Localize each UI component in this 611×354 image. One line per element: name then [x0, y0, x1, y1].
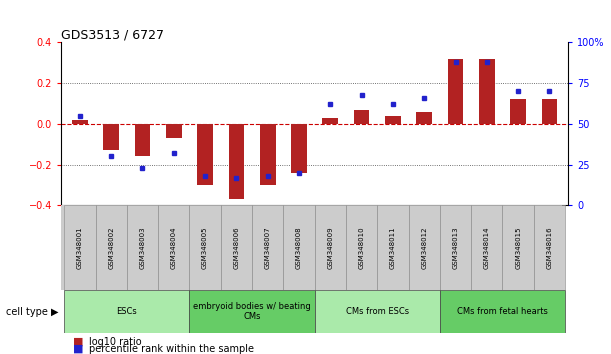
Text: ESCs: ESCs — [117, 307, 137, 316]
Bar — [502, 205, 534, 290]
Text: percentile rank within the sample: percentile rank within the sample — [89, 344, 254, 354]
Bar — [189, 290, 315, 333]
Bar — [291, 124, 307, 173]
Bar — [252, 205, 284, 290]
Text: GSM348008: GSM348008 — [296, 227, 302, 269]
Bar — [409, 205, 440, 290]
Bar — [479, 59, 495, 124]
Text: GSM348011: GSM348011 — [390, 227, 396, 269]
Bar — [64, 290, 189, 333]
Bar — [189, 205, 221, 290]
Text: CMs from fetal hearts: CMs from fetal hearts — [457, 307, 548, 316]
Bar — [385, 116, 401, 124]
Text: GSM348004: GSM348004 — [171, 227, 177, 269]
Text: CMs from ESCs: CMs from ESCs — [346, 307, 409, 316]
Text: GSM348014: GSM348014 — [484, 227, 490, 269]
Text: embryoid bodies w/ beating
CMs: embryoid bodies w/ beating CMs — [193, 302, 311, 321]
Bar — [197, 124, 213, 185]
Bar — [440, 205, 471, 290]
Bar — [103, 124, 119, 150]
Text: GSM348015: GSM348015 — [515, 227, 521, 269]
Text: GSM348013: GSM348013 — [453, 227, 458, 269]
Text: cell type ▶: cell type ▶ — [6, 307, 59, 316]
Bar — [166, 124, 181, 138]
Text: GSM348007: GSM348007 — [265, 227, 271, 269]
Bar — [440, 290, 565, 333]
Bar — [417, 112, 432, 124]
Text: GSM348005: GSM348005 — [202, 227, 208, 269]
Bar — [221, 205, 252, 290]
Bar — [72, 120, 88, 124]
Text: GSM348003: GSM348003 — [139, 227, 145, 269]
Bar — [534, 205, 565, 290]
Text: ■: ■ — [73, 344, 84, 354]
Bar — [315, 290, 440, 333]
Bar — [127, 205, 158, 290]
Bar — [134, 124, 150, 156]
Text: log10 ratio: log10 ratio — [89, 337, 141, 347]
Text: GSM348016: GSM348016 — [546, 227, 552, 269]
Text: GSM348012: GSM348012 — [421, 227, 427, 269]
Bar — [448, 59, 463, 124]
Text: GSM348009: GSM348009 — [327, 227, 334, 269]
Text: GDS3513 / 6727: GDS3513 / 6727 — [61, 28, 164, 41]
Bar — [260, 124, 276, 185]
Text: GSM348002: GSM348002 — [108, 227, 114, 269]
Bar — [346, 205, 377, 290]
Bar — [95, 205, 127, 290]
Bar — [64, 205, 95, 290]
Bar — [284, 205, 315, 290]
Bar — [229, 124, 244, 199]
Bar — [377, 205, 409, 290]
Text: GSM348001: GSM348001 — [77, 227, 83, 269]
Bar — [315, 205, 346, 290]
Text: ■: ■ — [73, 337, 84, 347]
Text: GSM348010: GSM348010 — [359, 227, 365, 269]
Bar — [471, 205, 502, 290]
Bar — [158, 205, 189, 290]
Bar — [323, 118, 338, 124]
Bar — [354, 110, 370, 124]
Bar — [510, 99, 526, 124]
Text: GSM348006: GSM348006 — [233, 227, 240, 269]
Bar — [541, 99, 557, 124]
